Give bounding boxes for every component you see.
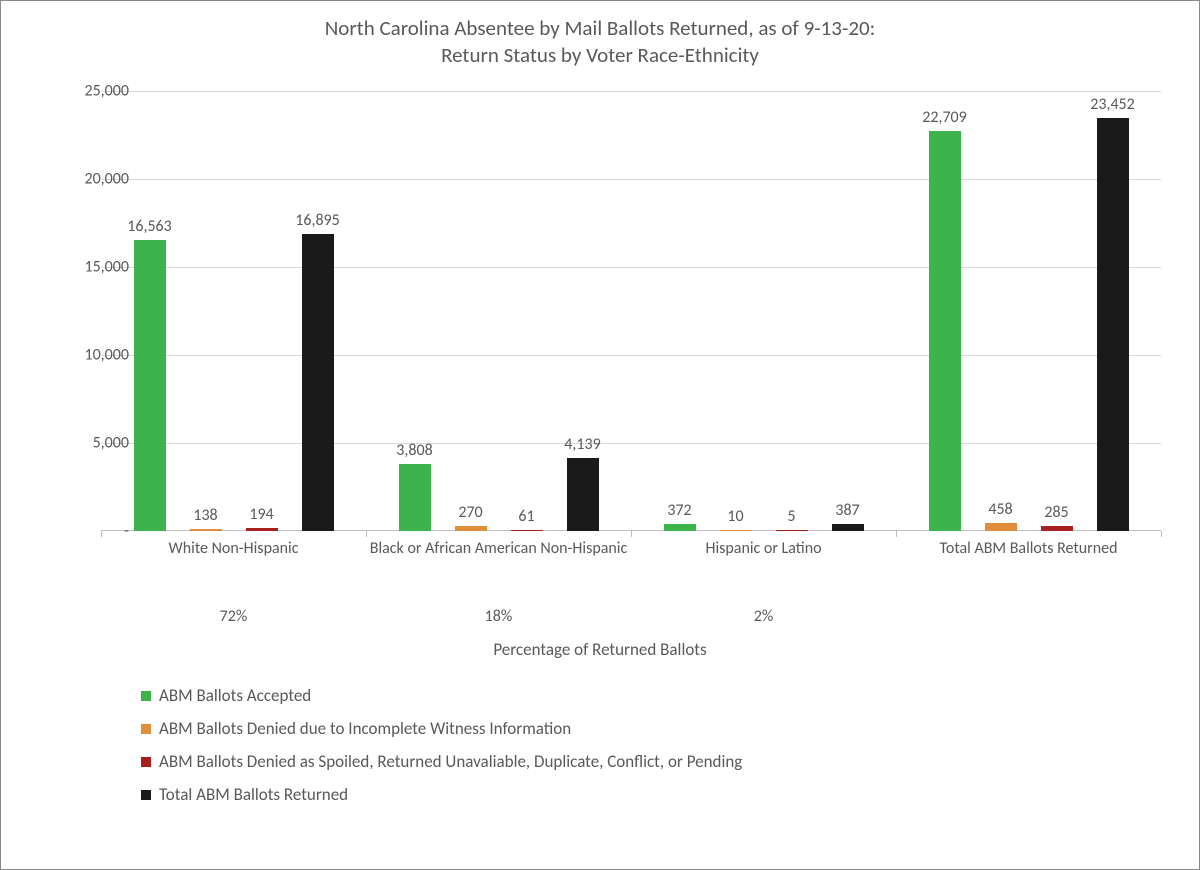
legend-label: ABM Ballots Denied as Spoiled, Returned … [159, 751, 742, 772]
bar-wrap: 138 [190, 529, 222, 531]
bar [985, 523, 1017, 531]
legend-label: ABM Ballots Accepted [159, 685, 311, 706]
percentage-label: 2% [631, 607, 896, 626]
bar-group: 3,808 270 61 4,139 [366, 91, 631, 531]
percentage-label: 18% [366, 607, 631, 626]
bar-value-label: 23,452 [1090, 95, 1135, 114]
bar-wrap: 22,709 [929, 131, 961, 531]
bar [1041, 526, 1073, 531]
legend-item: ABM Ballots Accepted [141, 685, 742, 706]
category-label: Black or African American Non-Hispanic [366, 539, 631, 559]
bar-wrap: 5 [776, 530, 808, 531]
bar [246, 528, 278, 531]
bar [511, 530, 543, 531]
bar-group: 372 10 5 387 [631, 91, 896, 531]
bar-value-label: 16,563 [127, 217, 172, 236]
legend-swatch [141, 724, 151, 734]
category-tick [1161, 531, 1162, 537]
category-tick [631, 531, 632, 537]
y-axis-zero-dash: - [124, 522, 129, 541]
bar-value-label: 3,808 [396, 441, 432, 460]
legend-swatch [141, 757, 151, 767]
plot-area: 16,56313819416,8953,808270614,1393721053… [101, 91, 1161, 531]
bar-wrap: 285 [1041, 526, 1073, 531]
category-tick [101, 531, 102, 537]
legend-swatch [141, 691, 151, 701]
category-tick [366, 531, 367, 537]
bar-value-label: 4,139 [564, 435, 600, 454]
bar-value-label: 458 [988, 500, 1012, 519]
category-label: White Non-Hispanic [101, 539, 366, 559]
bar-wrap: 16,563 [134, 240, 166, 532]
legend-label: Total ABM Ballots Returned [159, 784, 348, 805]
chart-title-line1: North Carolina Absentee by Mail Ballots … [325, 15, 876, 41]
legend-swatch [141, 790, 151, 800]
bar [1097, 118, 1129, 531]
legend-item: Total ABM Ballots Returned [141, 784, 742, 805]
bar [720, 530, 752, 531]
category-label: Hispanic or Latino [631, 539, 896, 559]
bar [302, 234, 334, 531]
bar [134, 240, 166, 532]
bar-wrap: 16,895 [302, 234, 334, 531]
bar-wrap: 61 [511, 530, 543, 531]
bar [929, 131, 961, 531]
bar [832, 524, 864, 531]
category-label: Total ABM Ballots Returned [896, 539, 1161, 559]
bar [455, 526, 487, 531]
bar-wrap: 4,139 [567, 458, 599, 531]
bar [664, 524, 696, 531]
y-axis-tick-label: 5,000 [93, 434, 129, 453]
bar-group: 16,563 138 194 16,895 [101, 91, 366, 531]
category-tick [896, 531, 897, 537]
bar-wrap: 458 [985, 523, 1017, 531]
bar-value-label: 194 [249, 505, 273, 524]
bar [190, 529, 222, 531]
legend: ABM Ballots Accepted ABM Ballots Denied d… [141, 685, 742, 817]
bar-value-label: 22,709 [922, 108, 967, 127]
y-axis-tick-label: 20,000 [84, 170, 129, 189]
bar-value-label: 10 [727, 507, 743, 526]
bar-value-label: 5 [787, 507, 795, 526]
bar [399, 464, 431, 531]
x-axis-title: Percentage of Returned Ballots [1, 639, 1199, 660]
bar-wrap: 10 [720, 530, 752, 531]
chart-container: North Carolina Absentee by Mail Ballots … [0, 0, 1200, 870]
y-axis-tick-label: 10,000 [84, 346, 129, 365]
bar-group: 22,709 458 285 23,452 [896, 91, 1161, 531]
bar [776, 530, 808, 531]
legend-label: ABM Ballots Denied due to Incomplete Wit… [159, 718, 571, 739]
percentage-label: 72% [101, 607, 366, 626]
bar [567, 458, 599, 531]
legend-item: ABM Ballots Denied due to Incomplete Wit… [141, 718, 742, 739]
bar-wrap: 387 [832, 524, 864, 531]
bar-value-label: 138 [193, 506, 217, 525]
legend-item: ABM Ballots Denied as Spoiled, Returned … [141, 751, 742, 772]
chart-title: North Carolina Absentee by Mail Ballots … [1, 1, 1199, 70]
y-axis-tick-label: 25,000 [84, 82, 129, 101]
y-axis-tick-label: 15,000 [84, 258, 129, 277]
bar-value-label: 285 [1044, 503, 1068, 522]
chart-title-line2: Return Status by Voter Race-Ethnicity [441, 42, 759, 68]
bar-wrap: 23,452 [1097, 118, 1129, 531]
bar-value-label: 270 [458, 503, 482, 522]
bar-wrap: 194 [246, 528, 278, 531]
bar-value-label: 61 [518, 507, 534, 526]
bar-value-label: 387 [835, 501, 859, 520]
bar-wrap: 372 [664, 524, 696, 531]
bar-wrap: 270 [455, 526, 487, 531]
bar-wrap: 3,808 [399, 464, 431, 531]
bar-value-label: 16,895 [295, 211, 340, 230]
bar-value-label: 372 [667, 501, 691, 520]
